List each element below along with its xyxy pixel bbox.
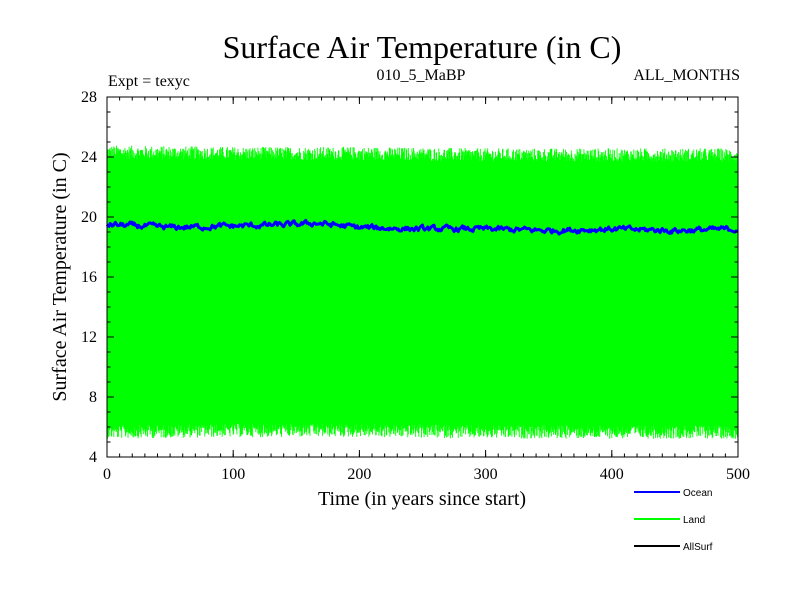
x-tick-label: 300 — [474, 466, 498, 483]
legend-label-allsurf: AllSurf — [683, 542, 713, 553]
y-tick-label: 4 — [89, 449, 97, 466]
x-tick-label: 500 — [726, 466, 750, 483]
x-tick-label: 200 — [347, 466, 371, 483]
tick-labels: 0 100 200 300 400 500 4 8 12 16 20 24 28 — [81, 89, 750, 483]
x-tick-label: 100 — [221, 466, 245, 483]
chart-legend: Ocean Land AllSurf — [634, 488, 713, 553]
y-tick-label: 28 — [81, 89, 97, 106]
x-tick-label: 400 — [600, 466, 624, 483]
plot-area — [105, 145, 739, 439]
series-ocean-line — [105, 218, 739, 236]
x-axis-label: Time (in years since start) — [318, 488, 526, 510]
plot-frame — [106, 96, 739, 458]
y-tick-label: 16 — [81, 269, 97, 286]
y-tick-label: 12 — [81, 329, 97, 346]
y-axis-label: Surface Air Temperature (in C) — [49, 152, 71, 401]
y-tick-label: 24 — [81, 149, 97, 166]
y-tick-label: 20 — [81, 209, 97, 226]
chart-subtitle-left: Expt = texyc — [108, 73, 190, 90]
chart-title: Surface Air Temperature (in C) — [223, 29, 622, 65]
x-tick-label: 0 — [103, 466, 111, 483]
chart-subtitle-center: 010_5_MaBP — [377, 67, 466, 84]
series-land-band — [106, 145, 739, 439]
chart-subtitle-right: ALL_MONTHS — [633, 67, 740, 84]
y-tick-label: 8 — [89, 389, 97, 406]
legend-label-ocean: Ocean — [683, 488, 712, 499]
legend-label-land: Land — [683, 515, 705, 526]
